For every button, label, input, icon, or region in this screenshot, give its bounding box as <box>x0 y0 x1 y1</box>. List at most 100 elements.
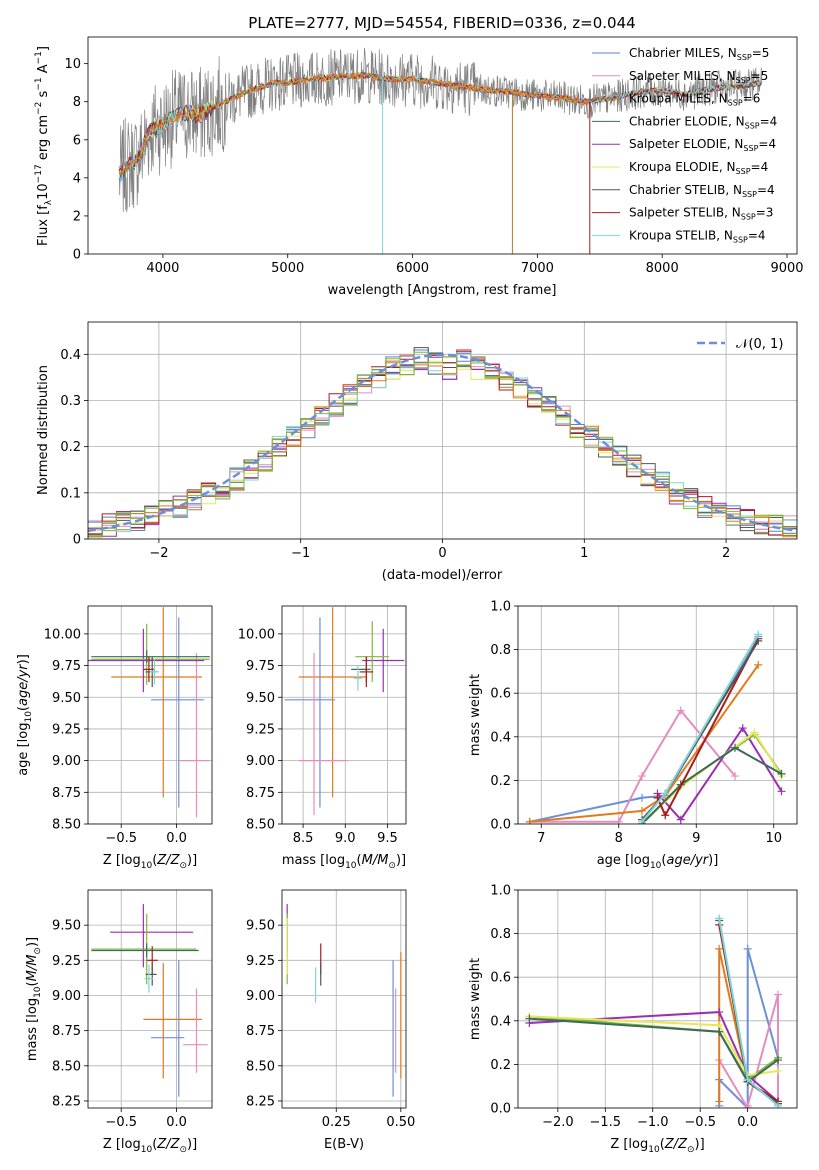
weight-series-line <box>529 635 760 823</box>
legend-entry-part: Kroupa MILES, N <box>629 92 728 106</box>
weight-series-line <box>529 664 760 823</box>
x-axis-label: age [log10(age/yr)] <box>597 853 719 871</box>
x-axis-label-part: )] <box>396 853 406 868</box>
y-tick-label: 0 <box>73 533 81 548</box>
residuals-axes: −2 −1 0 1 2 0 0.1 0.2 0.3 0.4 (data-model)/error No… <box>36 321 798 583</box>
x-tick-label: −0.5 <box>105 1115 137 1130</box>
age-vs-mass-axes: 8.5 9.0 9.5 8.50 8.75 9.00 9.25 9.50 9.75 10.00 ma… <box>238 605 407 871</box>
y-tick-label: 0.8 <box>490 927 511 942</box>
y-tick-label: 0.2 <box>60 440 81 455</box>
y-tick-label: 1.0 <box>490 884 511 899</box>
weight-point-marker <box>525 817 534 824</box>
x-tick-label: −0.5 <box>684 1115 716 1130</box>
legend-entry-part: SSP <box>736 167 751 176</box>
legend-entry-part: =4 <box>758 137 776 151</box>
y-axis-label-part: )] <box>25 937 40 947</box>
y-axis-label-part: age/yr <box>16 663 31 706</box>
weight-point-marker <box>638 772 646 781</box>
y-axis-label-part: mass [log <box>25 998 40 1061</box>
y-axis-label: mass weight <box>468 674 483 756</box>
x-axis-label-part: ( <box>661 853 666 868</box>
x-axis-label-part: 10 <box>141 1145 153 1155</box>
legend-entry-part: SSP <box>745 121 760 130</box>
legend-entry-part: Chabrier STELIB, N <box>629 183 742 197</box>
weight-point-marker <box>774 1101 783 1108</box>
y-tick-label: 9.00 <box>52 989 81 1004</box>
weight-point-marker <box>750 728 759 737</box>
x-tick-label: 10 <box>765 831 782 846</box>
y-tick-label: 8.50 <box>246 1059 275 1074</box>
legend-entry-part: =4 <box>748 228 766 242</box>
y-tick-label: 2 <box>73 209 81 224</box>
y-axis-label-part: −2 <box>34 102 44 115</box>
y-tick-label: 8.50 <box>52 1059 81 1074</box>
weight-point-marker <box>777 769 786 778</box>
y-tick-label: 9.75 <box>52 659 81 674</box>
y-tick-label: 0.6 <box>490 687 511 702</box>
x-tick-label: 7 <box>537 831 545 846</box>
weight-point-marker <box>676 706 685 715</box>
weight-point-marker <box>743 1101 752 1108</box>
x-tick-label: 6000 <box>396 261 429 276</box>
x-axis-label-part: age/yr <box>666 853 709 868</box>
x-axis-label-part: age [log <box>597 853 650 868</box>
legend-entry-part: SSP <box>736 76 751 85</box>
age-vs-Z-plot-area <box>88 606 212 824</box>
age-vs-Z-axes: −0.5 0.0 8.50 8.75 9.00 9.25 9.50 9.75 10.00 Z [l… <box>16 605 213 871</box>
x-axis-label-part: )] <box>695 1137 705 1152</box>
legend-entry-part: SSP <box>743 144 758 153</box>
legend-entry: Chabrier ELODIE, NSSP=4 <box>629 114 777 130</box>
y-tick-label: 9.00 <box>52 754 81 769</box>
axes-frame <box>87 321 798 540</box>
weight-point-marker <box>715 1008 724 1017</box>
y-tick-label: 8.75 <box>246 1024 275 1039</box>
weight-point-marker <box>676 815 685 824</box>
weight-point-marker <box>661 811 670 820</box>
weight-point-marker <box>743 944 752 953</box>
spectrum-plot-area <box>118 47 763 254</box>
y-tick-label: 9.25 <box>52 954 81 969</box>
x-tick-label: 9.5 <box>377 831 398 846</box>
y-tick-label: 0.3 <box>60 394 81 409</box>
weight-series-line <box>529 1015 779 1077</box>
x-tick-label: 0 <box>438 546 446 561</box>
axes-frame <box>281 889 407 1109</box>
legend-entry-part: SSP <box>733 235 748 244</box>
x-tick-label: 9000 <box>770 261 803 276</box>
residuals-plot-area <box>88 322 797 539</box>
legend-entry-part: =3 <box>756 206 774 220</box>
y-axis-label-part: ( <box>25 981 40 986</box>
y-tick-label: 0.2 <box>490 774 511 789</box>
x-tick-label: 7000 <box>521 261 554 276</box>
weight-series-line <box>641 746 782 824</box>
x-tick-label: −2.0 <box>542 1115 574 1130</box>
weight-point-marker <box>715 1097 724 1106</box>
x-tick-label: −2 <box>149 546 168 561</box>
x-axis-label-part: Z/Z <box>156 853 180 868</box>
weight-point-marker <box>661 789 670 798</box>
x-axis-label-part: 10 <box>648 1145 660 1155</box>
legend-entry: Salpeter ELODIE, NSSP=4 <box>629 137 776 153</box>
model-fit-line <box>118 71 590 176</box>
mass-vs-Z-plot-area <box>88 890 212 1108</box>
y-tick-label: 1.0 <box>490 600 511 615</box>
weight-point-marker <box>777 787 786 796</box>
y-tick-label: 10.00 <box>238 627 275 642</box>
y-tick-label: 9.50 <box>52 919 81 934</box>
y-tick-label: 8.50 <box>246 818 275 833</box>
y-tick-label: 8.75 <box>52 1024 81 1039</box>
weight-point-marker <box>731 743 739 752</box>
y-tick-label: 9.25 <box>246 954 275 969</box>
x-axis-label-part: mass [log <box>282 853 345 868</box>
y-tick-label: 9.75 <box>246 659 275 674</box>
age-vs-mass-plot-area <box>282 606 406 824</box>
spectrum-axes: 4000 5000 6000 7000 8000 9000 0 2 4 6 8 10 PLATE=277… <box>34 14 804 298</box>
x-axis-label-part: )] <box>187 853 197 868</box>
x-tick-label: 0.0 <box>166 831 187 846</box>
x-axis-label: Z [log10(Z/Z⊙)] <box>610 1137 704 1155</box>
weight-point-marker <box>731 772 739 781</box>
weight-point-marker <box>614 817 623 824</box>
x-axis-label: Z [log10(Z/Z⊙)] <box>103 853 197 871</box>
x-tick-label: −1.5 <box>590 1115 622 1130</box>
